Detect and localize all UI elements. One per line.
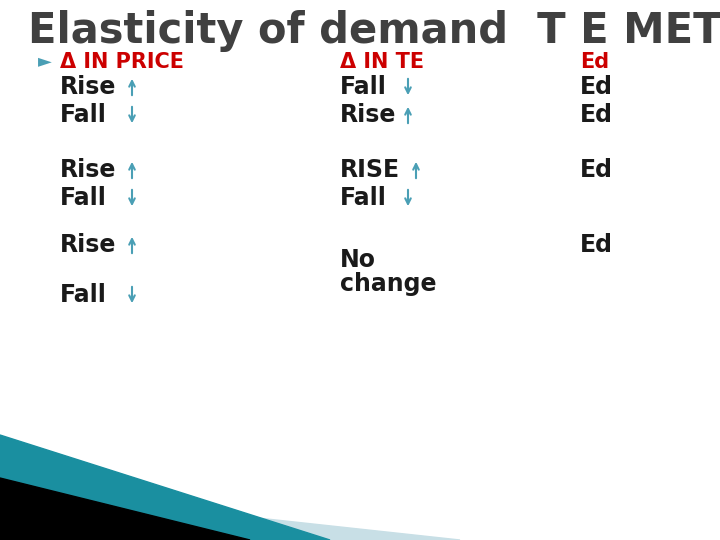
Text: Fall: Fall	[60, 103, 107, 127]
Text: Rise: Rise	[60, 233, 117, 257]
Text: Rise: Rise	[340, 103, 397, 127]
Text: Rise: Rise	[60, 158, 117, 182]
Text: Ed: Ed	[580, 75, 613, 99]
Text: Ed: Ed	[580, 158, 613, 182]
Text: Δ IN TE: Δ IN TE	[340, 52, 424, 72]
Text: Rise: Rise	[60, 75, 117, 99]
Text: Elasticity of demand  T E METHOD: Elasticity of demand T E METHOD	[28, 10, 720, 52]
Polygon shape	[0, 435, 330, 540]
Text: Ed: Ed	[580, 52, 609, 72]
Text: Fall: Fall	[60, 186, 107, 210]
Text: Ed: Ed	[580, 103, 613, 127]
Text: No: No	[340, 248, 376, 272]
Text: Fall: Fall	[60, 283, 107, 307]
Text: ►: ►	[38, 52, 52, 70]
Text: Δ IN PRICE: Δ IN PRICE	[60, 52, 184, 72]
Text: RISE: RISE	[340, 158, 400, 182]
Text: Fall: Fall	[340, 186, 387, 210]
Polygon shape	[0, 490, 460, 540]
Polygon shape	[0, 478, 250, 540]
Text: Ed: Ed	[580, 233, 613, 257]
Text: change: change	[340, 272, 436, 296]
Text: Fall: Fall	[340, 75, 387, 99]
